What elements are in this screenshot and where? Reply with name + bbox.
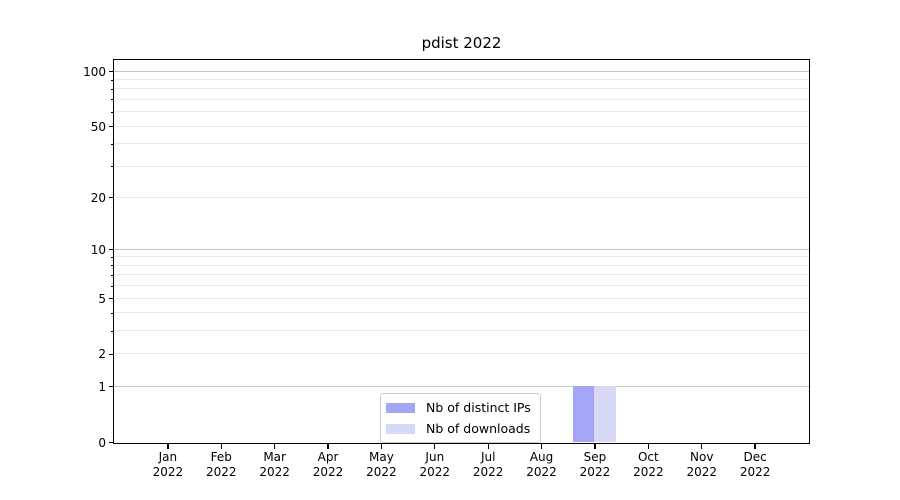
y-axis-tick (108, 386, 113, 388)
gridline-minor (114, 165, 809, 167)
y-axis-tick (108, 125, 113, 128)
x-tick-label: Nov 2022 (686, 450, 717, 479)
x-tick-label: Feb 2022 (205, 450, 237, 479)
gridline-minor (114, 79, 809, 80)
legend-label-downloads: Nb of downloads (426, 421, 531, 436)
y-axis-minor-tick (110, 143, 113, 145)
y-axis-minor-tick (110, 256, 113, 258)
y-tick-label: 5 (98, 291, 106, 306)
legend: Nb of distinct IPs Nb of downloads (380, 393, 541, 443)
x-axis-tick (434, 444, 436, 449)
x-axis-tick (594, 444, 596, 449)
x-tick-label: Sep 2022 (579, 450, 611, 479)
chart-title: pdist 2022 (421, 34, 502, 52)
y-axis-minor-tick (110, 265, 113, 267)
x-axis-tick (754, 444, 756, 449)
y-tick-label: 10 (90, 242, 106, 257)
gridline-major (114, 70, 809, 72)
x-tick-label: May 2022 (366, 450, 397, 479)
x-tick-label: Jun 2022 (419, 450, 451, 479)
y-tick-label: 1 (98, 379, 106, 394)
gridline-minor (114, 111, 809, 113)
y-axis-tick (108, 70, 113, 73)
x-tick-label: Aug 2022 (526, 450, 557, 479)
x-tick-label: Mar 2022 (259, 450, 290, 479)
plot-area: Nb of distinct IPs Nb of downloads (113, 59, 810, 444)
gridline-minor (114, 264, 809, 266)
x-axis-tick (220, 444, 222, 449)
y-axis-tick (108, 441, 113, 444)
gridline-minor (114, 297, 809, 299)
legend-label-distinct-ips: Nb of distinct IPs (426, 400, 531, 415)
y-tick-label: 2 (98, 347, 106, 362)
y-tick-label: 0 (98, 435, 106, 450)
y-axis-minor-tick (110, 111, 113, 113)
x-axis-tick (167, 444, 169, 449)
legend-swatch-distinct-ips (386, 402, 415, 413)
y-axis-minor-tick (110, 312, 113, 314)
gridline-minor (114, 330, 809, 332)
y-axis-tick (108, 297, 113, 300)
legend-item-downloads: Nb of downloads (386, 420, 531, 437)
y-axis-tick (108, 353, 113, 355)
y-axis-minor-tick (110, 88, 113, 90)
x-axis-tick (274, 444, 276, 449)
bar-distinct-ips-sep (573, 386, 595, 442)
x-tick-label: Dec 2022 (739, 450, 771, 479)
x-axis-tick (380, 444, 383, 449)
y-tick-label: 20 (90, 190, 106, 205)
x-axis-tick (540, 444, 543, 449)
y-axis-minor-tick (110, 166, 113, 168)
gridline-minor (114, 285, 809, 287)
bar-downloads-sep (594, 386, 616, 442)
y-axis-minor-tick (110, 79, 113, 81)
legend-swatch-downloads (386, 423, 415, 434)
gridline-major (114, 385, 809, 387)
gridline-minor (114, 196, 809, 198)
x-axis-tick (647, 444, 649, 449)
y-axis-minor-tick (110, 330, 113, 332)
x-axis-tick (487, 444, 489, 449)
y-axis-tick (108, 197, 113, 199)
y-axis-minor-tick (110, 274, 113, 276)
y-axis-tick (108, 249, 113, 251)
legend-item-distinct-ips: Nb of distinct IPs (386, 399, 531, 416)
y-axis-minor-tick (110, 285, 113, 287)
gridline-minor (114, 125, 809, 127)
gridline-major (114, 248, 809, 250)
x-axis-tick (701, 444, 703, 449)
y-tick-label: 100 (83, 64, 106, 79)
gridline-minor (114, 143, 809, 145)
x-tick-label: Apr 2022 (312, 450, 344, 479)
gridline-minor (114, 312, 809, 314)
gridline-minor (114, 98, 809, 100)
x-tick-label: Oct 2022 (633, 450, 664, 479)
y-axis-minor-tick (110, 99, 113, 101)
y-tick-label: 50 (90, 119, 106, 134)
gridline-minor (114, 353, 809, 355)
gridline-minor (114, 274, 809, 276)
x-tick-label: Jul 2022 (472, 450, 504, 479)
x-tick-label: Jan 2022 (152, 450, 184, 479)
gridline-minor (114, 256, 809, 258)
gridline-minor (114, 88, 809, 90)
x-axis-tick (327, 444, 329, 449)
